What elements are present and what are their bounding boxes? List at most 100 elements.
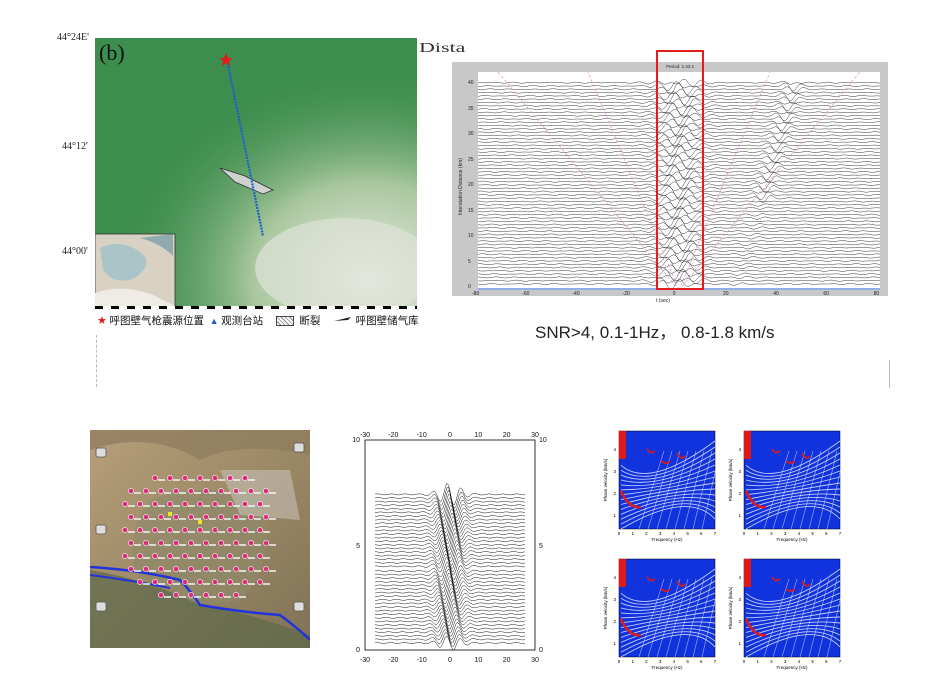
stack-y-tick-right: 0 [539, 647, 543, 654]
record-y-tick: 30 [468, 131, 474, 137]
record-y-tick: 20 [468, 182, 474, 188]
phase-x-tick: 0 [618, 531, 621, 536]
phase-y-tick: 2 [738, 491, 741, 496]
phase-x-tick: 2 [770, 531, 773, 536]
blue-triangle-icon: ▲ [209, 315, 219, 326]
station-markers [122, 475, 276, 598]
satellite-station-map [90, 430, 310, 648]
phase-y-tick: 4 [738, 447, 741, 452]
stack-y-tick-left: 10 [352, 437, 360, 444]
record-y-tick: 35 [468, 105, 474, 112]
record-y-tick: 0 [468, 284, 471, 290]
cropped-title: Dista [419, 40, 466, 55]
phase-xlabel: Frequency (Hz) [651, 537, 683, 542]
phase-x-tick: 0 [743, 531, 746, 536]
phase-x-tick: 3 [784, 531, 787, 536]
record-x-tick: 40 [773, 291, 779, 297]
record-xlabel: t (sec) [656, 298, 670, 304]
phase-x-tick: 3 [659, 659, 662, 664]
record-ylabel: Interstation Distance (km) [458, 158, 464, 215]
stack-x-tick-top: 30 [531, 432, 539, 439]
phase-velocity-panel: 0 1 2 3 4 5 6 7 1 2 3 4 Frequency (Hz) Phase velocity… [601, 553, 721, 673]
inset-map [94, 233, 176, 307]
phase-x-tick: 6 [825, 531, 828, 536]
legend-item-gas-storage: 呼图壁储气库 [355, 316, 419, 327]
record-y-tick: 15 [468, 207, 474, 214]
gas-storage-icon [333, 315, 353, 326]
stack-x-tick-bottom: -30 [360, 657, 370, 664]
phase-x-tick: 6 [825, 659, 828, 664]
phase-x-tick: 0 [618, 659, 621, 664]
phase-ylabel: Phase velocity (km/s) [603, 458, 608, 501]
phase-xlabel: Frequency (Hz) [776, 665, 808, 670]
map-scale-border [95, 306, 417, 309]
velocity-lines [497, 72, 861, 290]
stack-x-tick-top: -10 [417, 432, 427, 439]
phase-x-tick: 4 [673, 659, 676, 664]
record-header: Period: 1.43 s [666, 64, 694, 69]
red-star-icon: ★ [97, 315, 107, 327]
stack-x-tick-top: -30 [360, 432, 370, 439]
phase-velocity-panel: 0 1 2 3 4 5 6 7 1 2 3 4 Frequency (Hz) Phase velocity… [601, 425, 721, 545]
phase-x-tick: 2 [770, 659, 773, 664]
phase-y-tick: 2 [613, 491, 616, 496]
phase-x-tick: 1 [756, 531, 759, 536]
waveform-traces [478, 78, 880, 290]
record-x-tick: -60 [522, 291, 530, 297]
record-y-tick: 10 [468, 233, 474, 239]
map-tool-icons [95, 442, 305, 612]
stack-x-tick-bottom: 0 [448, 657, 452, 664]
stack-traces [374, 482, 526, 651]
phase-y-tick: 4 [738, 575, 741, 580]
phase-y-tick: 3 [613, 469, 616, 474]
phase-ylabel: Phase velocity (km/s) [728, 458, 733, 501]
legend-item-station: 观测台站 [221, 316, 264, 327]
stack-x-tick-bottom: 20 [503, 657, 511, 664]
phase-x-tick: 5 [811, 659, 814, 664]
phase-x-tick: 1 [756, 659, 759, 664]
lat-tick: 44°12' [62, 141, 88, 152]
stack-y-tick-left: 0 [356, 647, 360, 654]
phase-y-tick: 3 [738, 469, 741, 474]
phase-x-tick: 4 [798, 659, 801, 664]
stack-x-tick-bottom: -10 [417, 657, 427, 664]
snr-caption: SNR>4, 0.1-1Hz， 0.8-1.8 km/s [535, 323, 775, 342]
phase-y-tick: 3 [738, 597, 741, 602]
phase-x-tick: 3 [784, 659, 787, 664]
phase-y-tick: 2 [738, 619, 741, 624]
record-x-tick: 80 [873, 291, 880, 297]
stack-y-tick-left: 5 [356, 543, 360, 550]
phase-x-tick: 4 [673, 531, 676, 536]
stack-x-tick-bottom: 10 [474, 657, 482, 664]
phase-y-tick: 4 [613, 447, 616, 452]
phase-x-tick: 7 [839, 531, 842, 536]
phase-y-tick: 2 [613, 619, 616, 624]
stack-y-tick-right: 10 [539, 437, 547, 444]
stack-x-tick-bottom: 30 [531, 657, 539, 664]
phase-x-tick: 6 [700, 531, 703, 536]
phase-y-tick: 4 [613, 575, 616, 580]
map-legend: ★ 呼图壁气枪震源位置 ▲ 观测台站 断裂 呼图壁储气库 [97, 313, 427, 331]
stack-x-tick-top: -20 [388, 432, 398, 439]
phase-x-tick: 5 [811, 531, 814, 536]
phase-y-tick: 3 [613, 597, 616, 602]
stack-x-tick-top: 10 [474, 432, 482, 439]
fault-box-icon [275, 315, 294, 326]
panel-label: (b) [99, 40, 125, 65]
phase-xlabel: Frequency (Hz) [776, 537, 808, 542]
gas-storage-shape [219, 167, 274, 195]
phase-x-tick: 4 [798, 531, 801, 536]
source-star [219, 53, 233, 66]
phase-xlabel: Frequency (Hz) [651, 665, 683, 670]
stack-x-tick-bottom: -20 [388, 657, 398, 664]
map-terrain [94, 38, 435, 318]
record-x-tick: 0 [672, 291, 676, 297]
phase-x-tick: 5 [686, 659, 689, 664]
map-panel-b: (b) [94, 38, 435, 318]
